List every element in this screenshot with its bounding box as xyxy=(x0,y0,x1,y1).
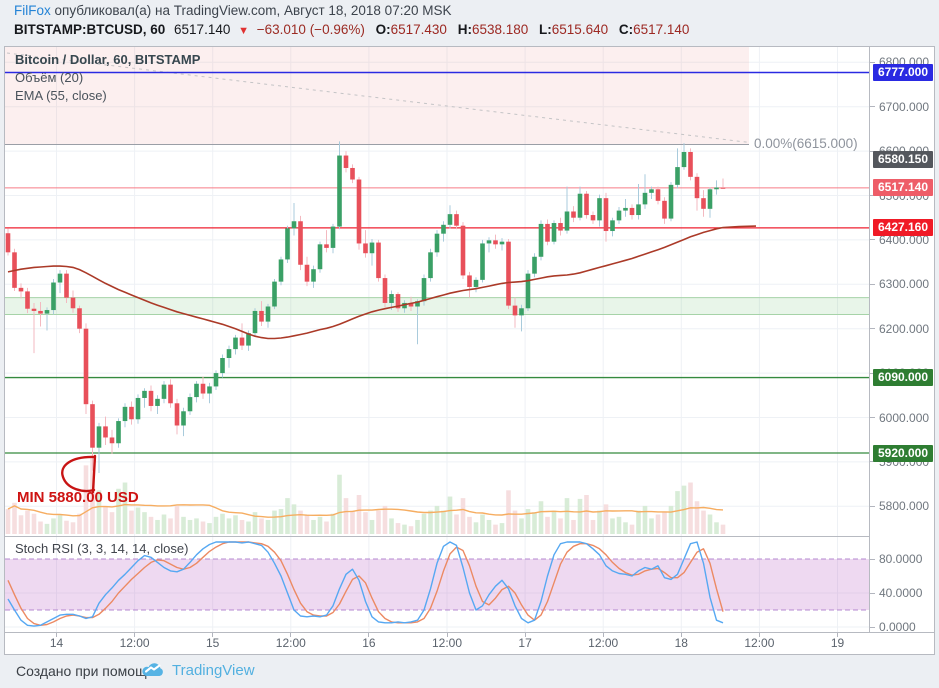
price-tick-mark xyxy=(870,372,875,374)
time-tick-mark xyxy=(56,633,57,637)
price-level-badge: 5920.000 xyxy=(873,444,933,462)
publication-header: FilFox опубликовал(а) на TradingView.com… xyxy=(0,0,939,46)
time-axis-separator xyxy=(5,632,934,633)
price-level-badge: 6427.160 xyxy=(873,219,933,237)
legend-symbol-title: Bitcoin / Dollar, 60, BITSTAMP xyxy=(15,52,201,67)
time-tick-label: 17 xyxy=(518,636,532,650)
price-tick-label: 5800.000 xyxy=(879,499,930,514)
down-arrow-icon: ▼ xyxy=(238,25,249,37)
time-tick-mark xyxy=(134,633,136,637)
time-tick-label: 18 xyxy=(674,636,688,650)
price-tick-mark xyxy=(870,61,875,63)
publication-line: FilFox опубликовал(а) на TradingView.com… xyxy=(14,3,451,18)
time-tick-mark xyxy=(368,633,370,637)
stoch-rsi-pane[interactable] xyxy=(5,537,869,632)
high-label: H: xyxy=(457,22,472,37)
low-label: L: xyxy=(539,22,552,37)
price-tick-mark xyxy=(870,106,875,108)
stoch-tick-label: 40.0000 xyxy=(879,586,923,600)
time-tick-label: 16 xyxy=(362,636,376,650)
price-tick-mark xyxy=(870,505,875,507)
price-tick-label: 6400.000 xyxy=(879,232,930,247)
price-tick-label: 6000.000 xyxy=(879,410,930,425)
close-label: C: xyxy=(618,22,634,37)
stoch-tick-label: 80.0000 xyxy=(879,552,923,566)
open-label: O: xyxy=(375,22,391,37)
price-tick-mark xyxy=(870,417,875,418)
stoch-tick-mark xyxy=(870,592,875,594)
time-tick-label: 12:00 xyxy=(119,636,150,650)
footer: Создано при помощи TradingView xyxy=(0,655,939,688)
price-level-badge: 6580.150 xyxy=(873,151,933,169)
chart-legend: Bitcoin / Dollar, 60, BITSTAMP Объём (20… xyxy=(15,51,200,105)
time-tick-mark xyxy=(837,633,838,637)
price-level-badge: 6777.000 xyxy=(873,64,933,81)
symbol-name: BITSTAMP:BTCUSD, 60 xyxy=(14,22,166,37)
price-change: −63.010 (−0.96%) xyxy=(256,22,365,37)
author-link[interactable]: FilFox xyxy=(14,3,51,18)
stoch-tick-mark xyxy=(870,626,875,628)
stoch-tick-label: 0.0000 xyxy=(879,620,916,634)
price-level-badge: 6090.000 xyxy=(873,369,933,387)
last-price: 6517.140 xyxy=(174,22,231,37)
tradingview-link[interactable]: TradingView xyxy=(172,662,255,679)
price-tick-mark xyxy=(870,195,875,196)
price-tick-label: 6200.000 xyxy=(879,321,930,336)
price-tick-mark xyxy=(870,239,875,241)
stoch-tick-mark xyxy=(870,558,875,560)
price-tick-label: 6300.000 xyxy=(879,277,930,292)
price-tick-mark xyxy=(870,328,875,330)
time-tick-label: 15 xyxy=(206,636,220,650)
published-text: опубликовал(а) на TradingView.com, Авгус… xyxy=(50,3,452,18)
min-price-annotation: MIN 5880.00 USD xyxy=(17,489,139,506)
main-chart-pane[interactable] xyxy=(5,47,869,536)
fib-level-annotation: 0.00%(6615.000) xyxy=(754,136,858,151)
time-tick-mark xyxy=(680,633,682,637)
time-tick-mark xyxy=(602,633,604,637)
price-axis[interactable]: 6800.0006700.0006600.0006500.0006400.000… xyxy=(870,47,934,634)
price-level-badge: 6517.140 xyxy=(873,179,933,197)
tradingview-logo-icon xyxy=(140,660,167,684)
high-value: 6538.180 xyxy=(471,22,529,37)
price-tick-mark xyxy=(870,150,875,152)
price-tick-mark xyxy=(870,283,875,285)
time-tick-mark xyxy=(212,633,214,637)
low-value: 6515.640 xyxy=(551,22,609,37)
time-tick-mark xyxy=(524,633,526,637)
time-tick-label: 12:00 xyxy=(588,636,619,650)
stoch-rsi-legend: Stoch RSI (3, 3, 14, 14, close) xyxy=(15,541,189,556)
time-tick-label: 19 xyxy=(830,636,845,650)
legend-ema-study: EMA (55, close) xyxy=(15,88,107,103)
pane-separator xyxy=(5,536,934,537)
time-tick-label: 12:00 xyxy=(744,636,775,650)
time-tick-mark xyxy=(446,633,448,637)
time-tick-label: 14 xyxy=(49,636,64,650)
created-with-text: Создано при помощи xyxy=(16,663,155,679)
time-tick-mark xyxy=(758,633,760,637)
time-tick-label: 12:00 xyxy=(275,636,306,650)
time-tick-label: 12:00 xyxy=(431,636,463,650)
close-value: 6517.140 xyxy=(633,22,690,37)
open-value: 6517.430 xyxy=(390,22,447,37)
price-tick-label: 6700.000 xyxy=(879,99,930,114)
axis-separator xyxy=(869,47,870,654)
price-tick-mark xyxy=(870,461,875,463)
time-axis[interactable]: 14 12:00 15 12:00 16 12:00 17 12:00 18 12:00 19 xyxy=(5,633,934,654)
time-tick-mark xyxy=(290,633,292,637)
symbol-status-line: BITSTAMP:BTCUSD, 60 6517.140 ▼ −63.010 (… xyxy=(14,22,689,37)
legend-volume-study: Объём (20) xyxy=(15,70,84,85)
chart-widget: Bitcoin / Dollar, 60, BITSTAMP Объём (20… xyxy=(4,46,935,655)
